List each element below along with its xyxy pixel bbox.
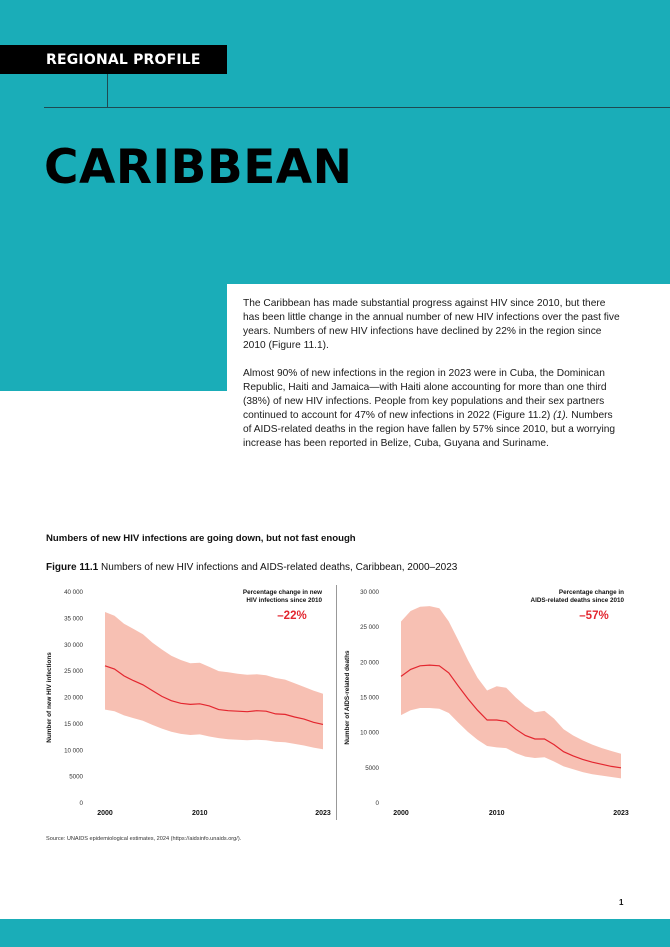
reference-marker: (1). [553,410,569,421]
x-tick-label: 2000 [97,810,113,817]
x-tick-label: 2000 [393,810,409,817]
x-tick-label: 2023 [613,810,629,817]
annotation-label: Percentage change in [559,589,624,596]
source-note: Source: UNAIDS epidemiological estimates… [46,836,242,842]
section-heading: Numbers of new HIV infections are going … [46,533,356,544]
footer-band [0,919,670,947]
y-tick-label: 15 000 [64,721,83,728]
y-tick-label: 20 000 [360,659,379,666]
figure-caption-text: Numbers of new HIV infections and AIDS-r… [101,562,458,573]
y-tick-label: 5000 [365,765,379,772]
uncertainty-band [105,612,323,750]
y-tick-label: 30 000 [360,589,379,596]
section-label-box [0,45,227,74]
annotation-value: –57% [579,610,608,622]
x-tick-label: 2010 [489,810,505,817]
y-tick-label: 25 000 [64,668,83,675]
uncertainty-band [401,606,621,779]
y-tick-label: 0 [80,800,84,807]
intro-text: The Caribbean has made substantial progr… [243,297,623,465]
section-label: REGIONAL PROFILE [46,52,201,68]
y-tick-label: 0 [376,800,380,807]
y-tick-label: 15 000 [360,695,379,702]
intro-paragraph-2: Almost 90% of new infections in the regi… [243,367,623,451]
intro-paragraph-1: The Caribbean has made substantial progr… [243,298,620,351]
estimate-line [104,665,324,725]
y-axis-label: Number of AIDS-related deaths [344,650,351,745]
intro-paragraph-2-text-end: Numbers of AIDS-related deaths in the re… [243,410,616,449]
y-tick-label: 40 000 [64,589,83,596]
y-tick-label: 30 000 [64,642,83,649]
y-tick-label: 25 000 [360,624,379,631]
y-tick-label: 35 000 [64,615,83,622]
y-tick-label: 10 000 [64,747,83,754]
annotation-label: HIV infections since 2010 [246,597,322,604]
figure-caption: Figure 11.1 Numbers of new HIV infection… [46,562,457,573]
chart-divider [336,585,337,820]
x-tick-label: 2010 [192,810,208,817]
aids-deaths-chart: 0 5000 10 000 15 000 20 000 25 000 30 000 2000 2… [344,589,629,817]
annotation-label: Percentage change in new [243,589,322,596]
annotation-value: –22% [277,610,306,622]
y-tick-label: 10 000 [360,730,379,737]
y-axis-label: Number of new HIV infections [46,652,53,743]
annotation-label: AIDS-related deaths since 2010 [531,597,625,604]
x-tick-label: 2023 [315,810,331,817]
y-tick-label: 5000 [69,774,83,781]
y-tick-label: 20 000 [64,695,83,702]
page-number: 1 [619,898,624,907]
figure-number: Figure 11.1 [46,562,99,573]
page-title: CARIBBEAN [44,140,353,195]
estimate-line [400,664,622,769]
new-infections-chart: 0 5000 10 000 15 000 20 000 25 000 30 000 35 00… [46,589,331,817]
intro-panel [227,284,670,494]
header-rule-vertical [107,74,108,108]
header-rule [44,107,670,108]
intro-paragraph-2-text: Almost 90% of new infections in the regi… [243,368,607,421]
